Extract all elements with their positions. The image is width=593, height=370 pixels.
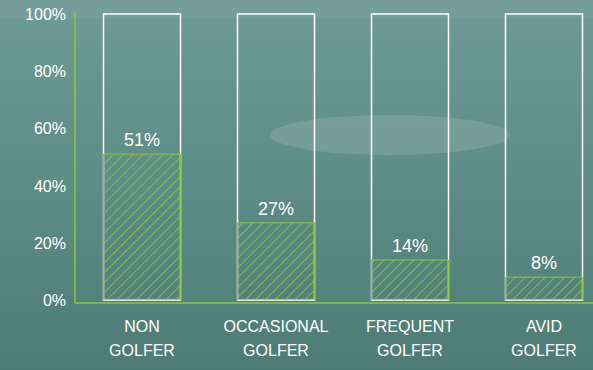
x-tick-label: NON GOLFER (109, 318, 175, 359)
x-tick-label-line: GOLFER (109, 342, 175, 359)
bar (372, 260, 449, 300)
data-label: 8% (531, 253, 557, 273)
chart: 0%20%40%60%80%100%51%27%14%8%NONGOLFEROC… (0, 0, 593, 370)
x-tick-label-line: GOLFER (377, 342, 443, 359)
bar (238, 223, 315, 300)
bar-frame (372, 14, 449, 300)
x-tick-label: OCCASIONAL GOLFER (224, 318, 329, 359)
x-tick-label-line: FREQUENT (366, 318, 454, 335)
x-tick-label: FREQUENT GOLFER (366, 318, 454, 359)
x-axis-line (75, 302, 593, 304)
data-label: 27% (258, 199, 294, 219)
data-label: 14% (392, 236, 428, 256)
bar-frame (506, 14, 583, 300)
y-tick-label: 0% (43, 292, 66, 309)
x-tick-label-line: GOLFER (243, 342, 309, 359)
y-tick-label: 80% (34, 63, 66, 80)
x-tick-label-line: NON (124, 318, 160, 335)
bar (104, 154, 181, 300)
bars (104, 154, 583, 300)
background (0, 0, 593, 370)
bar (506, 277, 583, 300)
y-tick-label: 100% (25, 6, 66, 23)
x-tick-label: AVID GOLFER (511, 318, 577, 359)
data-label: 51% (124, 130, 160, 150)
background-shape (270, 115, 510, 155)
x-tick-label-line: AVID (526, 318, 562, 335)
y-axis-line (74, 12, 76, 303)
bar-frame (104, 14, 181, 300)
bar-frame (238, 14, 315, 300)
page: {"chart_data": {"type": "bar", "categori… (0, 0, 593, 370)
background-shape (0, 0, 593, 18)
x-tick-label-line: GOLFER (511, 342, 577, 359)
y-tick-label: 20% (34, 235, 66, 252)
y-tick-label: 40% (34, 178, 66, 195)
y-tick-label: 60% (34, 120, 66, 137)
x-tick-label-line: OCCASIONAL (224, 318, 329, 335)
